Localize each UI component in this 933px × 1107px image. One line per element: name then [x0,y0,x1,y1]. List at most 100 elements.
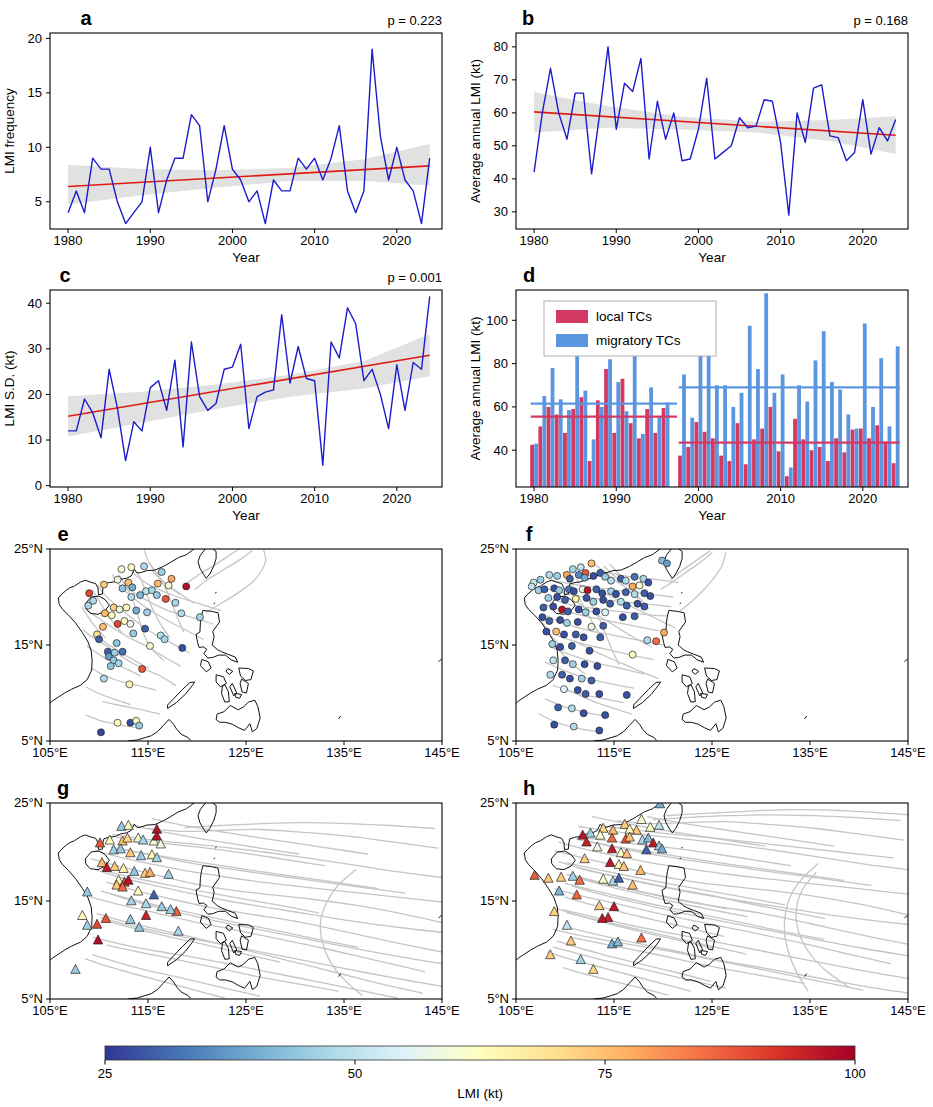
x-tick-label: 1980 [520,491,549,506]
x-tick-label: 2000 [218,491,247,506]
bar-local [530,445,534,487]
y-tick-label: 5 [35,194,42,209]
bar-migratory [551,368,555,487]
panel-letter: b [522,7,534,29]
bar-migratory [748,326,752,487]
p-value: p = 0.168 [853,13,908,28]
bar-local [777,451,781,487]
y-tick-label: 10 [28,432,42,447]
bar-local [801,439,805,487]
bar-local [653,433,657,487]
bar-migratory [715,385,719,487]
bar-local [818,447,822,487]
bar-migratory [871,407,875,487]
lon-tick-label: 125°E [694,1003,730,1018]
bar-migratory [797,385,801,487]
colorbar-tick-label: 25 [98,1066,112,1081]
x-tick-label: 2020 [382,233,411,248]
bar-migratory [814,360,818,487]
x-tick-label: 2020 [382,491,411,506]
lon-tick-label: 135°E [792,745,828,760]
bar-local [810,450,814,487]
bar-local [892,463,896,487]
lon-tick-label: 135°E [792,1003,828,1018]
lat-tick-label: 5°N [21,991,43,1006]
lon-tick-label: 125°E [694,745,730,760]
bar-local [695,422,699,487]
bar-local [769,407,773,487]
y-tick-label: 40 [28,296,42,311]
y-tick-label: 40 [494,171,508,186]
x-tick-label: 1980 [54,233,83,248]
bar-local [744,464,748,487]
bar-migratory [666,403,670,487]
lon-tick-label: 125°E [228,745,264,760]
lat-tick-label: 5°N [21,733,43,748]
bar-migratory [838,390,842,487]
bar-local [588,461,592,487]
y-tick-label: 30 [28,341,42,356]
bar-migratory [657,417,661,487]
panel-letter: h [523,777,535,799]
bar-migratory [764,293,768,487]
bar-migratory [846,414,850,487]
bar-migratory [559,399,563,487]
panel-letter: f [526,523,533,545]
panel-letter: g [57,777,69,799]
colorbar-gradient [105,1046,855,1060]
bar-migratory [723,385,727,487]
legend-swatch-local [556,310,588,323]
bar-local [736,423,740,487]
legend-label-local: local TCs [596,309,652,324]
legend-label-migratory: migratory TCs [596,333,681,348]
bar-local [752,439,756,487]
x-tick-label: 1980 [54,491,83,506]
x-axis-label: Year [698,250,726,265]
bar-migratory [805,401,809,487]
bar-migratory [625,411,629,487]
bar-migratory [641,434,645,487]
bar-migratory [888,426,892,487]
p-value: p = 0.001 [387,270,442,285]
bar-local [842,452,846,487]
lon-tick-label: 145°E [424,1003,460,1018]
x-tick-label: 1990 [136,491,165,506]
colorbar-label: LMI (kt) [457,1086,503,1101]
colorbar-tick-label: 100 [844,1066,866,1081]
y-tick-label: 15 [28,85,42,100]
bar-migratory [863,324,867,487]
bar-migratory [534,444,538,487]
bar-local [719,456,723,487]
lat-tick-label: 5°N [487,991,509,1006]
bar-migratory [789,468,793,487]
y-tick-label: 60 [494,399,508,414]
y-tick-label: 100 [486,313,508,328]
bar-local [703,432,707,487]
lat-tick-label: 25°N [480,795,509,810]
lon-tick-label: 125°E [228,1003,264,1018]
bar-local [785,476,789,487]
bar-local [678,456,682,487]
bar-local [629,423,633,487]
bar-migratory [583,391,587,487]
x-tick-label: 2020 [848,491,877,506]
bar-local [884,442,888,487]
bar-migratory [879,358,883,487]
p-value: p = 0.223 [387,13,442,28]
bar-migratory [740,393,744,487]
x-tick-label: 2010 [766,233,795,248]
bar-local [604,369,608,487]
lat-tick-label: 5°N [487,733,509,748]
y-tick-label: 50 [494,138,508,153]
bar-migratory [830,382,834,487]
colorbar-tick-label: 50 [348,1066,362,1081]
bar-migratory [616,382,620,487]
legend-swatch-migratory [556,334,588,347]
lon-tick-label: 135°E [326,1003,362,1018]
y-tick-label: 80 [494,39,508,54]
figure: 198019902000201020205101520YearLMI frequ… [0,0,933,1107]
y-axis-label: Average annual LMI (kt) [468,317,483,461]
x-tick-label: 2000 [684,491,713,506]
x-axis-label: Year [232,250,260,265]
lon-tick-label: 145°E [890,1003,926,1018]
